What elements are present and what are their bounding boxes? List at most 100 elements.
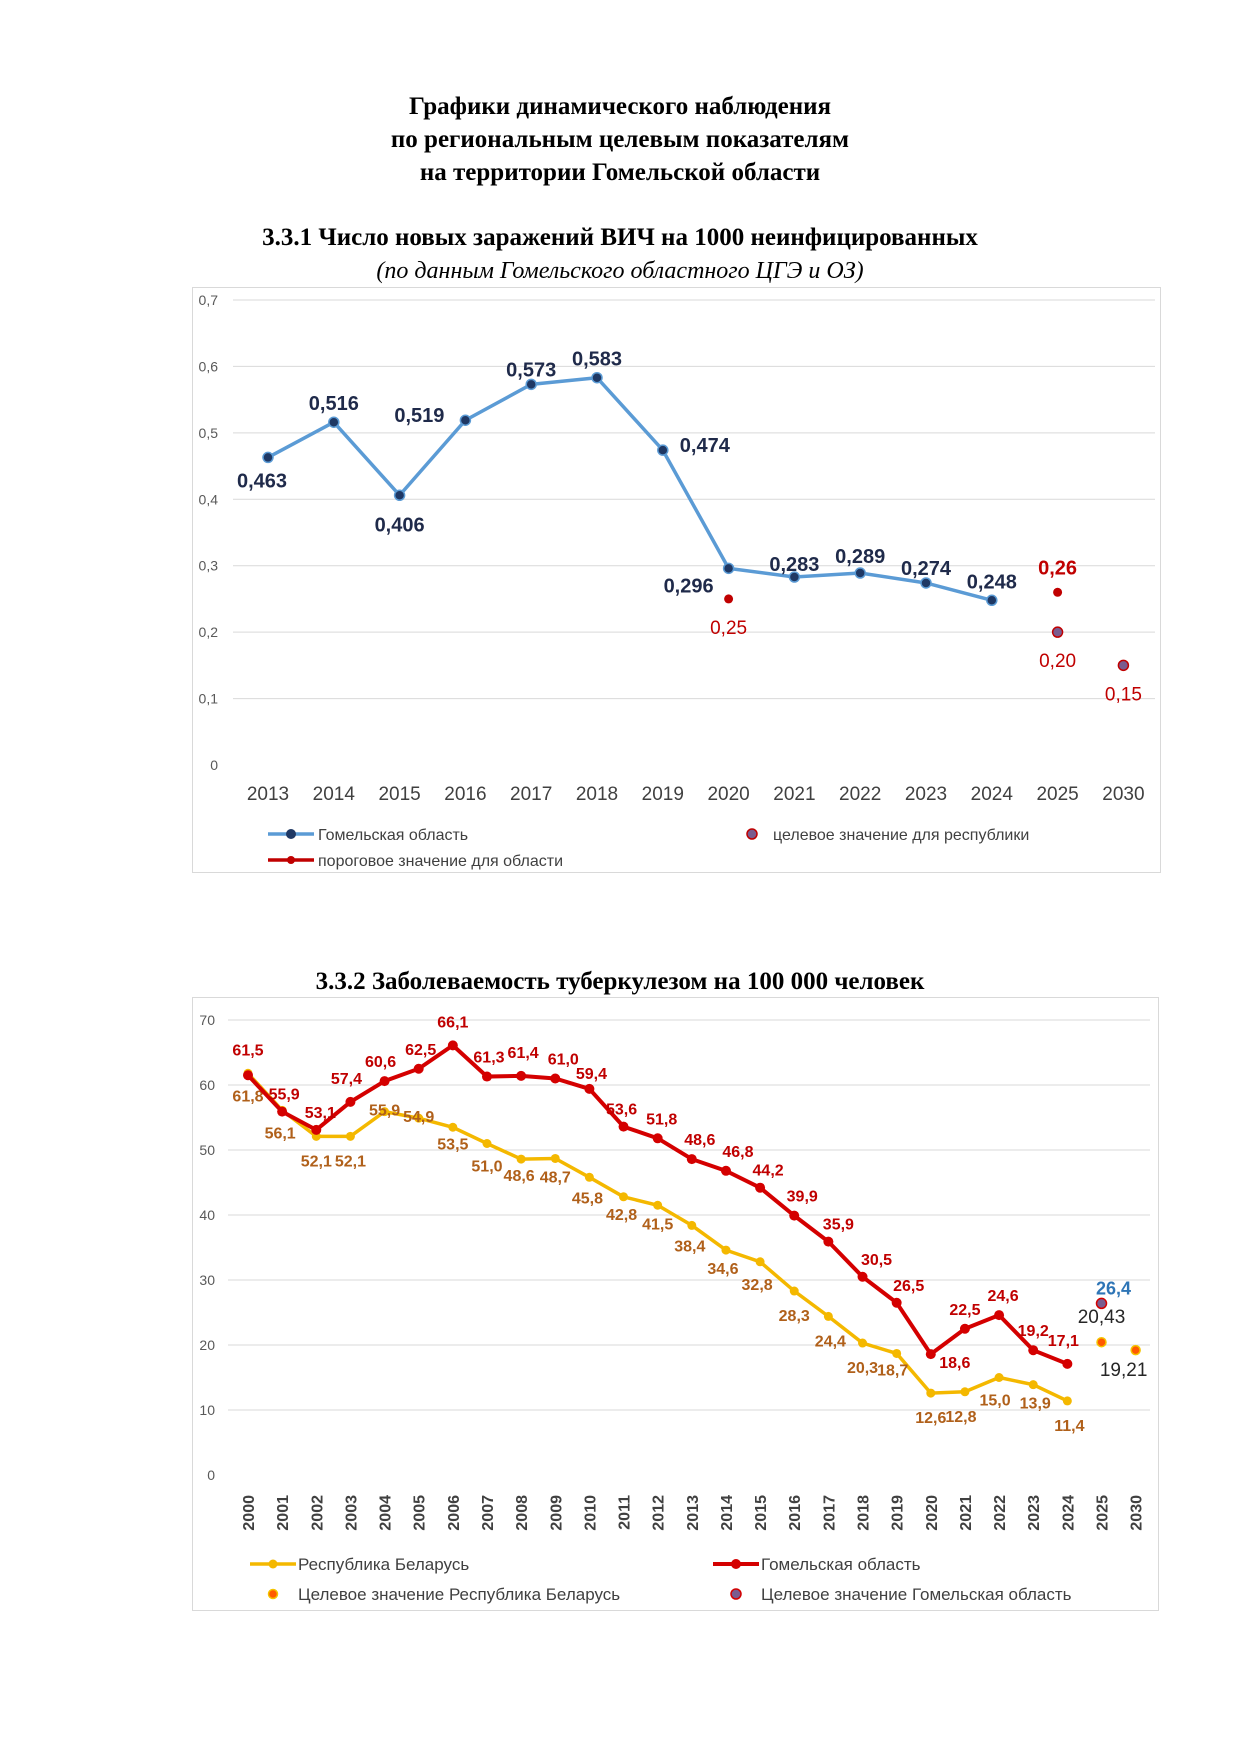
- hiv-threshold-label: 0,25: [710, 618, 747, 639]
- tb-legend-gomel: Гомельская область: [761, 1555, 921, 1574]
- tb-x-tick-label: 2030: [1129, 1495, 1146, 1531]
- hiv-x-tick-label: 2023: [905, 784, 947, 805]
- tb-y-tick-label: 40: [199, 1207, 215, 1223]
- hiv-y-tick-label: 0,6: [199, 358, 219, 374]
- tb-gomel-data-label: 48,6: [684, 1132, 715, 1149]
- hiv-x-tick-label: 2014: [313, 784, 356, 805]
- tb-rb-point: [414, 1113, 424, 1123]
- tb-rb-data-label: 45,8: [572, 1190, 603, 1207]
- hiv-x-tick-label: 2013: [247, 784, 289, 805]
- tb-gomel-data-label: 55,9: [269, 1087, 300, 1104]
- tb-gomel-point: [311, 1124, 322, 1135]
- hiv-legend-threshold-marker: [287, 856, 295, 864]
- tb-rb-point: [619, 1192, 629, 1202]
- tb-rb-data-label: 32,8: [742, 1277, 773, 1294]
- tb-gomel-data-label: 61,3: [473, 1050, 504, 1067]
- hiv-x-tick-label: 2021: [773, 784, 815, 805]
- tb-x-tick-label: 2012: [651, 1495, 668, 1531]
- tb-y-tick-label: 70: [199, 1012, 215, 1028]
- hiv-data-point: [591, 371, 603, 384]
- hiv-series-line: [267, 375, 993, 602]
- tb-rb-data-label: 13,9: [1020, 1396, 1051, 1413]
- hiv-chart-frame: [192, 287, 1161, 873]
- tb-gomel-point: [618, 1121, 629, 1132]
- tb-rb-point: [516, 1154, 526, 1164]
- hiv-data-label: 0,583: [572, 349, 622, 371]
- tb-gomel-data-label: 51,8: [646, 1111, 677, 1128]
- tb-gomel-point: [345, 1096, 356, 1107]
- section-hiv-subtitle: (по данным Гомельского областного ЦГЭ и …: [376, 258, 864, 284]
- tb-x-tick-label: 2014: [719, 1495, 736, 1531]
- tb-y-tick-label: 20: [199, 1337, 215, 1353]
- tb-rb-data-label: 61,8: [232, 1088, 263, 1105]
- tb-x-tick-label: 2010: [582, 1495, 599, 1531]
- tb-rb-data-label: 53,5: [437, 1136, 468, 1153]
- tb-target-rb-label: 20,43: [1078, 1307, 1126, 1328]
- hiv-target-point: [1051, 626, 1064, 638]
- tb-rb-data-label: 52,1: [335, 1153, 366, 1170]
- tb-rb-point: [789, 1286, 799, 1296]
- tb-rb-point: [892, 1348, 902, 1358]
- hiv-legend-target: целевое значение для республики: [773, 827, 1029, 844]
- tb-x-tick-label: 2019: [890, 1495, 907, 1531]
- hiv-x-tick-label: 2020: [707, 784, 749, 805]
- tb-gomel-data-label: 24,6: [988, 1288, 1019, 1305]
- tb-gomel-point: [925, 1349, 936, 1360]
- hiv-legend-target-marker: [746, 828, 758, 840]
- tb-x-tick-label: 2017: [821, 1495, 838, 1531]
- tb-gomel-point: [891, 1297, 902, 1308]
- tb-x-tick-label: 2015: [753, 1495, 770, 1531]
- tb-target-gomel-point: [1095, 1297, 1108, 1310]
- tb-rb-point: [482, 1139, 492, 1148]
- tb-x-tick-label: 2024: [1060, 1495, 1077, 1531]
- hiv-legend-gomel: Гомельская область: [318, 827, 468, 844]
- hiv-legend-threshold: пороговое значение для области: [318, 853, 563, 870]
- tb-rb-data-label: 48,7: [540, 1169, 571, 1186]
- tb-rb-point: [858, 1338, 868, 1348]
- hiv-data-point: [328, 416, 340, 428]
- tb-rb-data-label: 24,4: [815, 1333, 846, 1350]
- tb-gomel-data-label: 61,0: [548, 1052, 579, 1069]
- tb-x-tick-label: 2008: [514, 1495, 531, 1531]
- hiv-target-point: [1117, 659, 1130, 672]
- hiv-data-point: [920, 577, 932, 589]
- tb-y-tick-label: 30: [199, 1272, 215, 1288]
- hiv-data-label: 0,296: [664, 575, 714, 597]
- hiv-threshold-point: [724, 594, 734, 604]
- tb-gomel-data-label: 66,1: [437, 1014, 468, 1031]
- hiv-data-label: 0,248: [967, 571, 1017, 593]
- hiv-x-tick-label: 2024: [971, 784, 1014, 805]
- hiv-data-point: [262, 451, 274, 464]
- tb-x-tick-label: 2016: [787, 1495, 804, 1531]
- hiv-x-tick-label: 2030: [1102, 784, 1144, 805]
- tb-x-tick-label: 2011: [617, 1495, 634, 1530]
- tb-rb-data-label: 18,7: [877, 1362, 908, 1379]
- hiv-x-tick-label: 2019: [642, 784, 684, 805]
- tb-rb-data-label: 54,9: [403, 1109, 434, 1126]
- hiv-data-label: 0,289: [835, 546, 885, 568]
- tb-legend-target-gomel: Целевое значение Гомельская область: [761, 1585, 1072, 1604]
- tb-rb-data-label: 41,5: [642, 1216, 673, 1233]
- hiv-y-tick-label: 0,1: [199, 691, 219, 707]
- tb-x-tick-label: 2002: [309, 1495, 326, 1531]
- hiv-data-point: [722, 562, 735, 575]
- hiv-data-point: [788, 571, 801, 583]
- tb-gomel-data-label: 61,5: [232, 1042, 263, 1059]
- tb-x-tick-label: 2023: [1026, 1495, 1043, 1531]
- tb-gomel-data-label: 35,9: [823, 1217, 854, 1234]
- hiv-x-tick-label: 2017: [510, 784, 552, 805]
- tb-target-gomel-label: 26,4: [1096, 1278, 1131, 1298]
- tb-rb-point: [994, 1373, 1004, 1382]
- tb-gomel-point: [652, 1133, 663, 1144]
- tb-rb-point: [1062, 1396, 1072, 1406]
- tb-gomel-data-label: 19,2: [1018, 1323, 1049, 1340]
- tb-gomel-point: [516, 1070, 527, 1081]
- tb-gomel-data-label: 26,5: [893, 1278, 924, 1295]
- tb-rb-data-label: 52,1: [301, 1153, 332, 1170]
- hiv-threshold-label: 0,26: [1038, 557, 1077, 579]
- tb-x-tick-label: 2021: [958, 1495, 975, 1531]
- hiv-y-tick-label: 0,3: [199, 558, 219, 574]
- tb-rb-point: [345, 1131, 355, 1141]
- tb-rb-point: [448, 1122, 458, 1132]
